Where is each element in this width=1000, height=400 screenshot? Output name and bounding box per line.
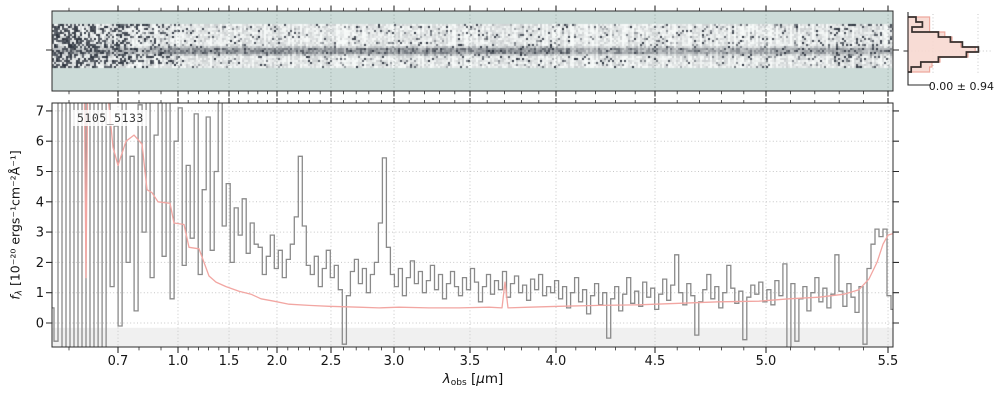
tick-labels: 0.7 1.0 1.5 2.0 2.5 3.0 3.5 4.0 4.5 5.0 5.5 0 1 2 3 4 5 6… xyxy=(36,104,899,369)
x-tick-label: 2.0 xyxy=(267,354,288,369)
y-tick-label: 4 xyxy=(36,195,44,210)
main-gridlines xyxy=(52,103,893,347)
y-tick-label: 7 xyxy=(36,104,44,119)
major-ticks xyxy=(46,5,908,353)
flux-symbol: f xyxy=(7,295,23,300)
hist-reference-gaussian xyxy=(907,16,976,73)
y-tick-label: 6 xyxy=(36,135,44,150)
2d-spectrum-image xyxy=(52,11,893,91)
y-tick-label: 5 xyxy=(36,165,44,180)
x-tick-label: 5.0 xyxy=(756,354,777,369)
x-axis-label: λobs [μm] xyxy=(442,371,504,388)
below-zero-band xyxy=(52,327,893,347)
x-tick-label: 4.5 xyxy=(645,354,666,369)
main-axes-frame xyxy=(51,102,894,348)
y-tick-label: 0 xyxy=(36,317,44,332)
y-tick-label: 1 xyxy=(36,286,44,301)
x-tick-label: 5.5 xyxy=(878,354,899,369)
lambda-symbol: λ xyxy=(442,371,451,387)
object-id-label: 5105_5133 xyxy=(72,110,149,126)
2d-panel-gridlines xyxy=(117,11,889,91)
x-tick-label: 3.5 xyxy=(460,354,481,369)
x-tick-label: 0.7 xyxy=(108,354,129,369)
lambda-subscript: obs xyxy=(450,378,467,388)
mu-symbol: μ xyxy=(476,371,485,387)
x-tick-label: 4.0 xyxy=(546,354,567,369)
y-tick-label: 2 xyxy=(36,256,44,271)
y-axis-label: fλ [10⁻²⁰ ergs⁻¹cm⁻²Å⁻¹] xyxy=(7,150,25,300)
hist-data-outline xyxy=(908,16,980,73)
x-tick-label: 1.5 xyxy=(219,354,240,369)
histogram-stat-label: 0.00 ± 0.94 xyxy=(928,80,994,93)
error-spectrum-line xyxy=(83,103,893,309)
x-tick-label: 2.5 xyxy=(321,354,342,369)
flux-subscript: λ xyxy=(14,289,25,296)
flux-spectrum-line xyxy=(52,103,893,347)
hist-spine xyxy=(907,12,931,86)
x-tick-label: 3.0 xyxy=(384,354,405,369)
minor-ticks xyxy=(68,7,864,351)
2d-panel-frame xyxy=(51,10,894,92)
x-tick-label: 1.0 xyxy=(168,354,189,369)
y-tick-label: 3 xyxy=(36,226,44,241)
